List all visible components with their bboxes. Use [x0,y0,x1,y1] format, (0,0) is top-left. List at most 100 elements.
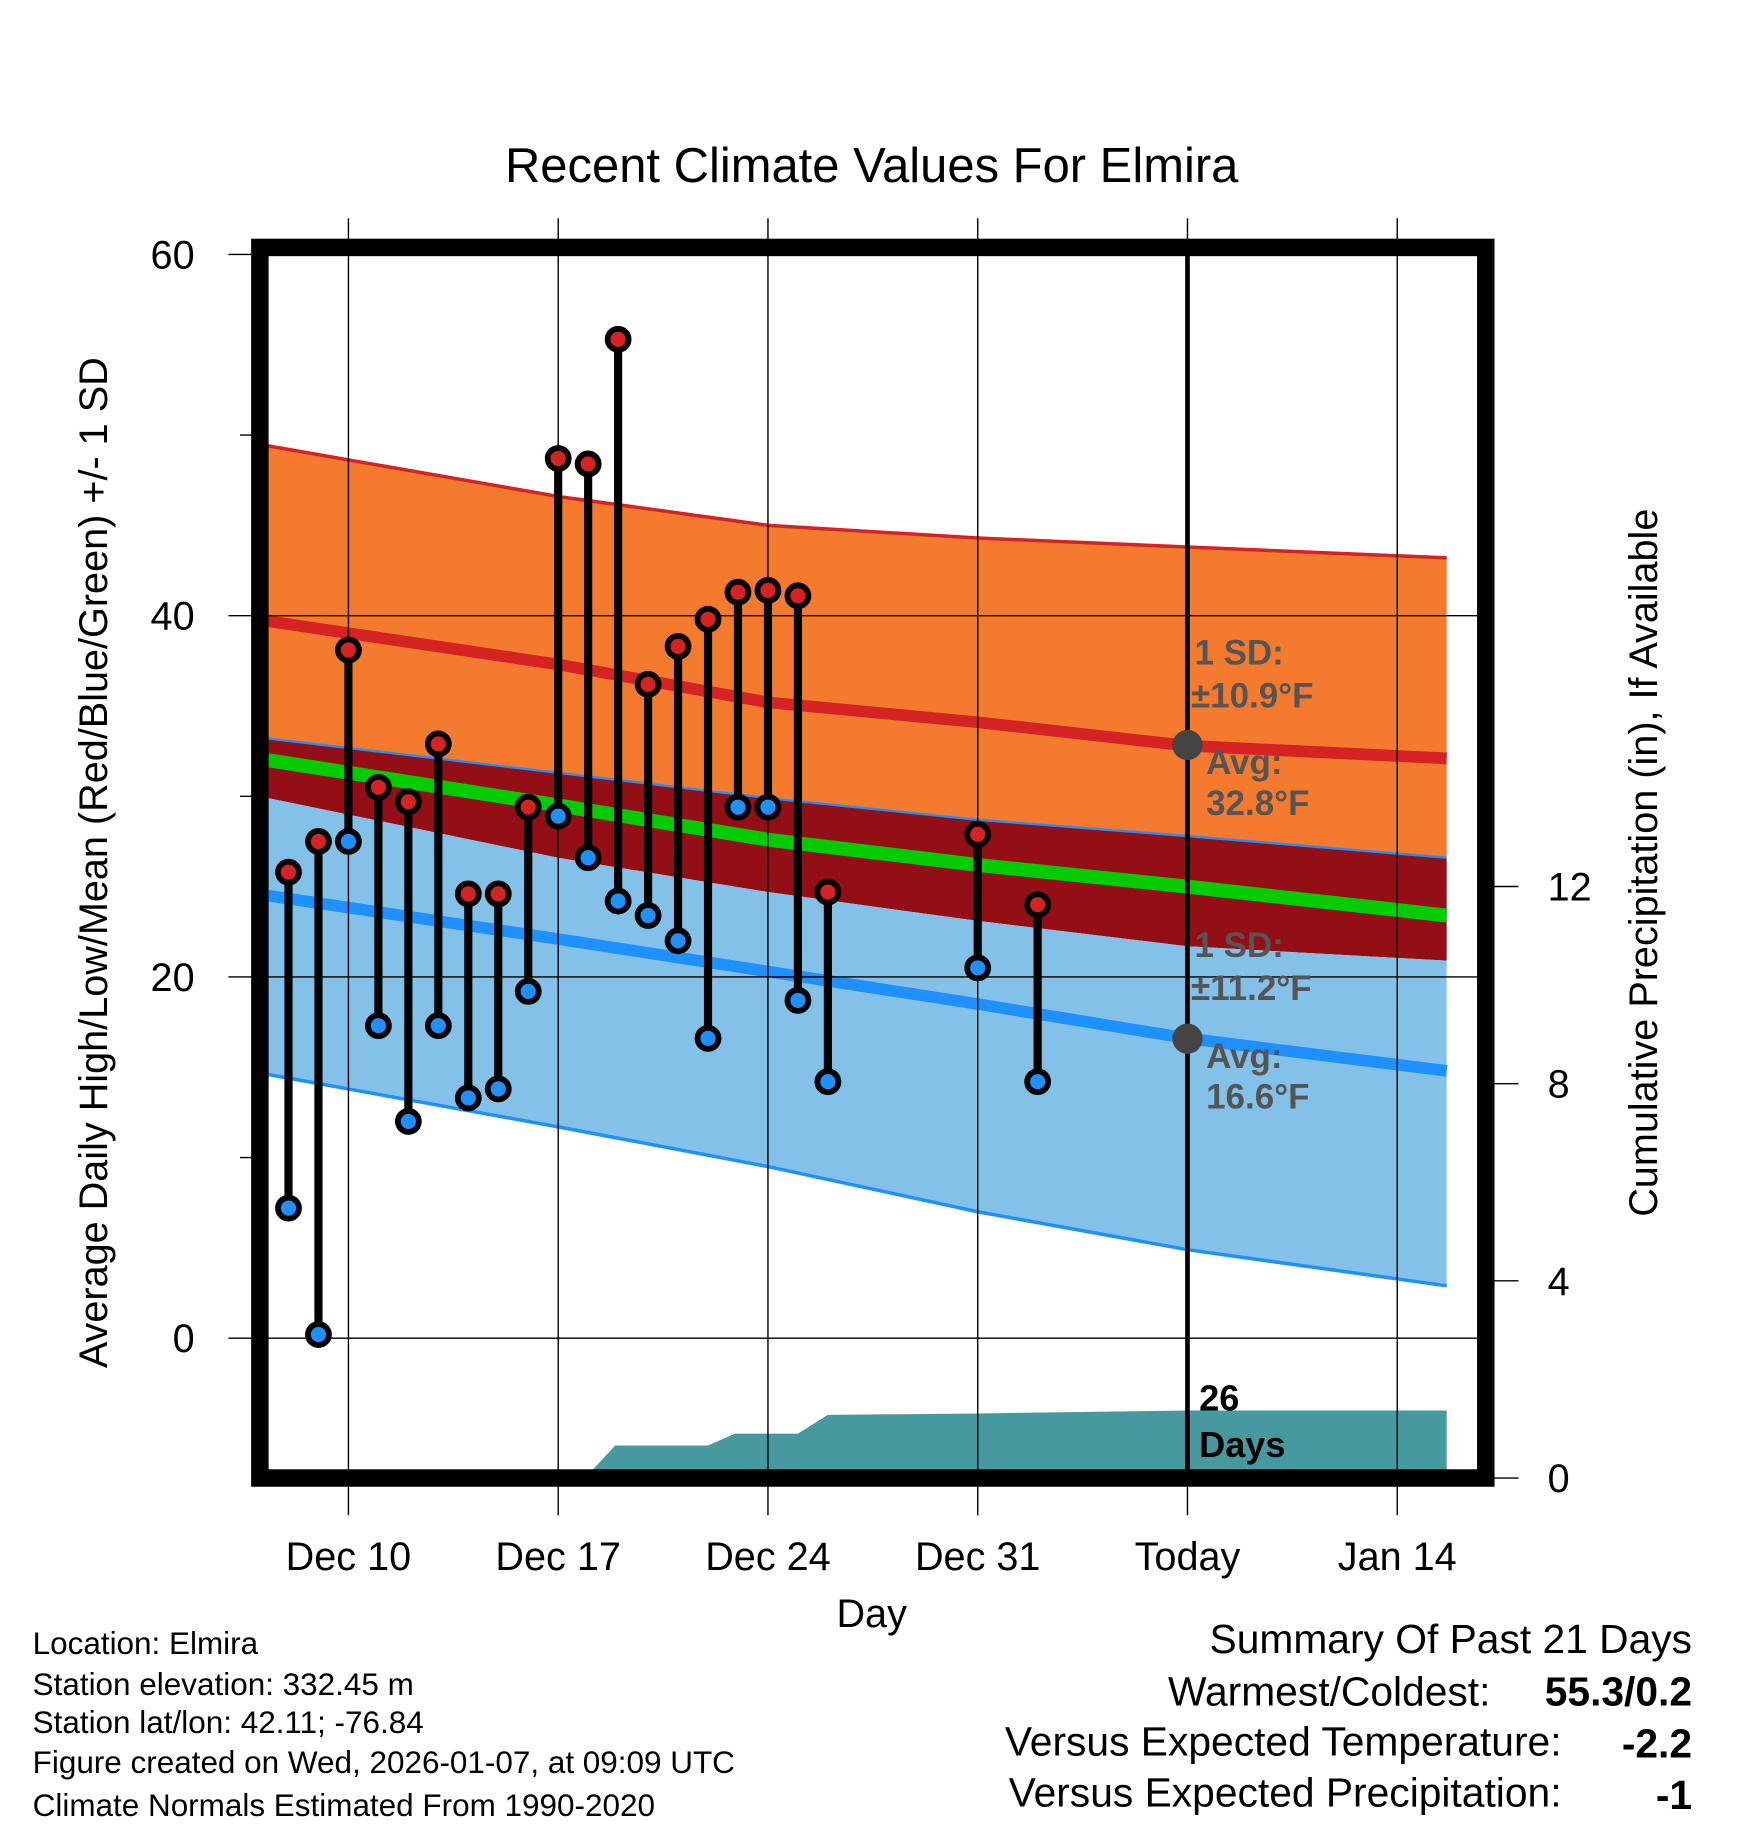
high-point [664,632,692,660]
high-point [1024,891,1052,919]
x-tick-label: Jan 14 [1338,1535,1457,1579]
observed-day [484,880,512,1103]
info-normals: Climate Normals Estimated From 1990-2020 [33,1788,655,1823]
observed-day [694,605,722,1052]
observed-day [964,820,992,982]
x-tick-label: Dec 17 [495,1535,621,1579]
high-point [454,880,482,908]
high-point [604,325,632,353]
low-sd-value: ±11.2°F [1191,969,1312,1008]
low-point [544,802,572,830]
observed-day [364,773,392,1040]
observed-day [544,445,572,830]
low-avg-line [268,889,1448,1077]
high-sd-value: ±10.9°F [1191,677,1314,716]
low-sd-label: 1 SD: [1194,926,1283,965]
high-point [424,730,452,758]
today-high-avg-marker [1172,729,1203,761]
chart-title: Recent Climate Values For Elmira [505,139,1239,193]
high-point [754,576,782,604]
plot-frame [251,238,1495,1487]
high-avg-value: 32.8°F [1206,784,1309,823]
low-point [484,1075,512,1103]
info-latlon: Station lat/lon: 42.11; -76.84 [33,1705,424,1740]
observed-day [335,636,362,855]
observed-day [275,858,302,1222]
high-point [574,450,602,478]
summary-title: Summary Of Past 21 Days [1210,1616,1693,1662]
y2-tick-label: 12 [1548,865,1592,909]
low-point [784,987,812,1014]
high-minus-sd-line [268,737,1447,859]
low-point [574,844,602,872]
summary-warmest-value: 55.3/0.2 [1545,1668,1692,1714]
low-point [424,1012,452,1040]
y2-tick-label: 8 [1548,1063,1570,1107]
summary-temp-value: -2.2 [1622,1721,1692,1767]
low-point [514,977,542,1005]
x-tick-label: Dec 24 [705,1535,831,1579]
days-count: 26 [1199,1377,1239,1418]
high-point [394,788,422,816]
observed-day [754,576,782,821]
low-point [724,793,752,821]
precip-area [592,1410,1447,1470]
low-point [754,793,782,821]
info-elevation: Station elevation: 332.45 m [33,1667,414,1702]
summary-temp-label: Versus Expected Temperature: [1005,1718,1562,1764]
high-point [484,880,512,908]
low-avg-value: 16.6°F [1206,1078,1309,1117]
high-sd-band [268,445,1447,858]
y-axis-label: Average Daily High/Low/Mean (Red/Blue/Gr… [72,357,116,1368]
high-point [964,820,992,848]
normal-bands [268,444,1448,1470]
observed-day [784,582,812,1014]
low-point [364,1012,392,1040]
high-point [514,793,542,821]
observed-day [814,878,842,1096]
y2-tick-label: 4 [1548,1260,1570,1304]
info-location: Location: Elmira [33,1626,259,1661]
y-tick-label: 0 [173,1317,195,1361]
high-point [694,605,722,633]
observed-day [724,578,752,821]
y-tick-label: 40 [151,595,195,639]
observed-day [604,325,632,915]
high-point [814,878,842,906]
observed-day [634,670,662,929]
x-axis-label: Day [836,1592,907,1636]
low-point [394,1108,422,1135]
high-sd-label: 1 SD: [1194,634,1283,673]
low-point [664,927,692,955]
low-point [604,887,632,915]
low-point [814,1068,842,1096]
observed-day [1024,891,1052,1096]
summary-precip-value: -1 [1656,1772,1692,1818]
observed-day [424,730,452,1040]
today-low-avg-marker [1172,1023,1203,1054]
high-point [364,773,392,801]
mean-line [268,753,1448,923]
low-minus-sd-line [268,1072,1447,1288]
y-tick-label: 20 [151,956,195,1000]
x-tick-label: Today [1135,1535,1241,1579]
y-tick-label: 60 [151,233,195,277]
high-avg-line [268,615,1447,765]
high-point [784,582,812,610]
low-sd-band [268,798,1447,1286]
low-avg-label: Avg: [1206,1037,1282,1076]
x-tick-label: Dec 10 [286,1535,412,1579]
high-avg-label: Avg: [1206,743,1282,782]
y2-tick-label: 0 [1548,1457,1570,1501]
low-point [275,1194,302,1222]
days-label: Days [1199,1424,1285,1465]
x-tick-label: Dec 31 [915,1535,1041,1579]
observed-day [305,828,332,1348]
observed-day [394,788,422,1135]
y2-axis-label: Cumulative Precipitation (in), If Availa… [1622,509,1666,1217]
observed-day [574,450,602,872]
observed-day [514,793,542,1005]
high-point [305,828,332,855]
low-point [335,828,362,855]
